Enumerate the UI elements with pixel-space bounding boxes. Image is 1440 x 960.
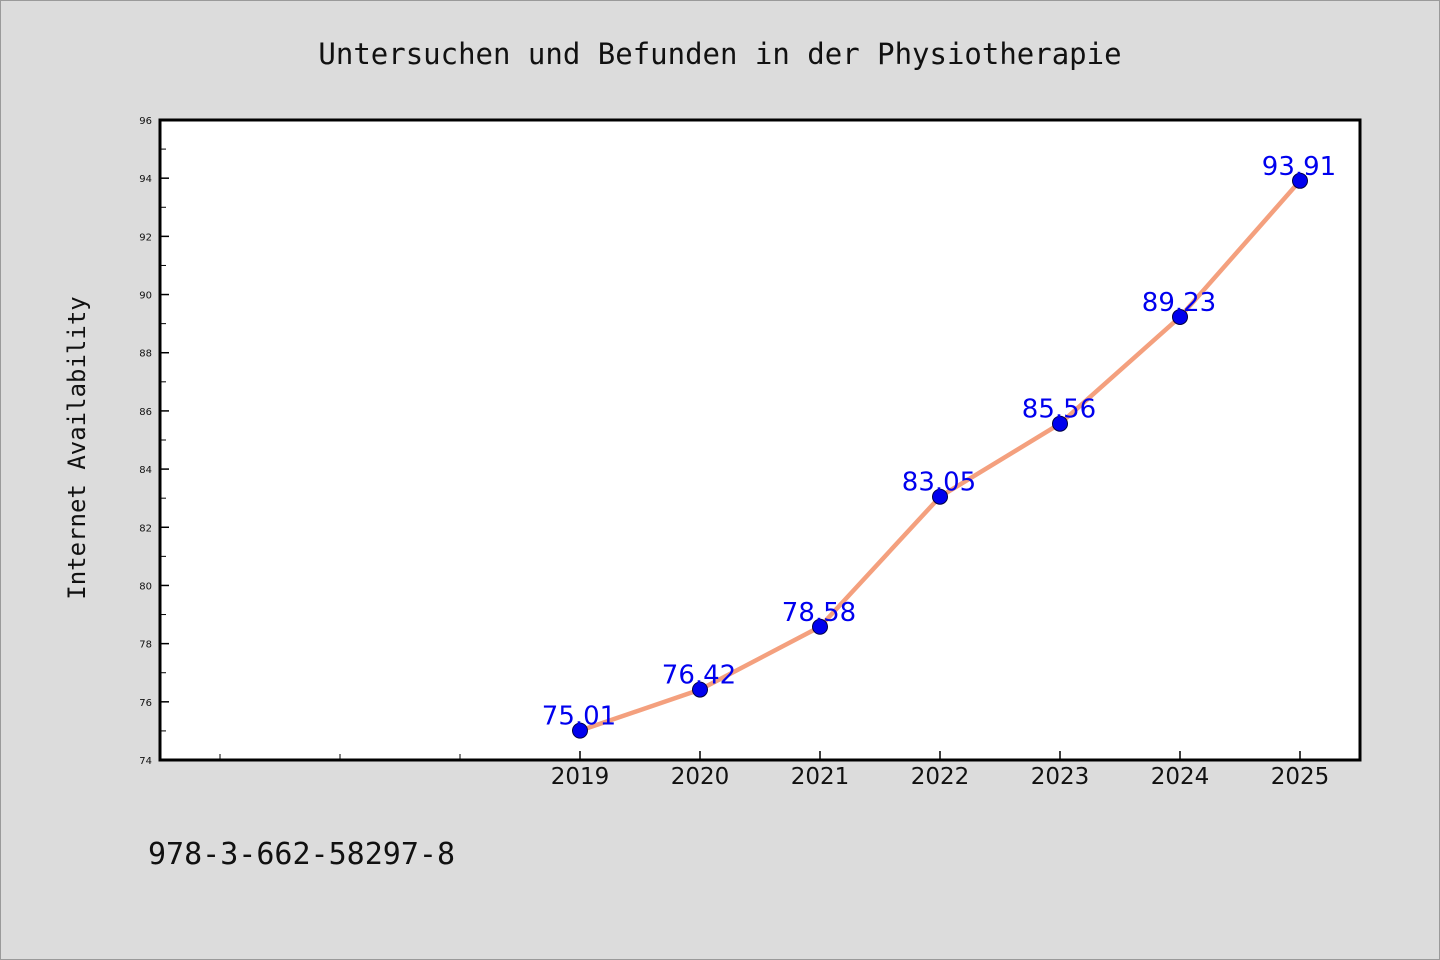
x-tick-label: 2019: [551, 764, 610, 790]
data-label: 89.23: [1142, 288, 1216, 318]
y-tick-label: 92: [139, 232, 152, 243]
x-tick-label: 2020: [671, 764, 730, 790]
data-markers: [572, 172, 1308, 739]
x-tick-label: 2023: [1031, 764, 1090, 790]
data-point: [1172, 308, 1188, 325]
data-point: [1052, 415, 1068, 432]
x-tick-label: 2025: [1271, 764, 1330, 790]
x-axis: 2019 2020 2021 2022 2023 2024 2025: [551, 751, 1330, 790]
y-tick-label: 74: [139, 756, 152, 767]
y-tick-label: 86: [139, 407, 152, 418]
y-axis-label: Internet Availability: [63, 296, 91, 599]
isbn-text: 978-3-662-58297-8: [148, 837, 455, 872]
y-tick-label: 76: [139, 698, 152, 709]
data-label: 83.05: [902, 468, 976, 498]
data-point: [812, 618, 828, 635]
data-point: [572, 722, 588, 739]
x-tick-label: 2024: [1151, 764, 1210, 790]
y-axis: 74 76 78 80 82 84 86 88 90 92 94 96: [139, 116, 169, 767]
y-tick-label: 94: [139, 174, 152, 185]
data-point: [932, 488, 948, 505]
y-tick-label: 80: [139, 581, 152, 592]
data-labels: 75.01 76.42 78.58 83.05 85.56 89.23 93.91: [542, 152, 1336, 732]
data-label: 75.01: [542, 702, 616, 732]
data-label: 93.91: [1262, 152, 1336, 182]
data-label: 78.58: [782, 598, 856, 628]
x-tick-label: 2022: [911, 764, 970, 790]
chart-title: Untersuchen und Befunden in der Physioth…: [318, 37, 1121, 71]
y-tick-label: 90: [139, 291, 152, 302]
plot-area: [158, 118, 1362, 762]
data-point: [1292, 172, 1308, 189]
data-label: 85.56: [1022, 395, 1096, 425]
data-label: 76.42: [662, 661, 736, 691]
x-tick-label: 2021: [791, 764, 850, 790]
y-tick-label: 82: [139, 523, 152, 534]
y-tick-label: 88: [139, 349, 152, 360]
y-tick-label: 84: [139, 465, 152, 476]
y-tick-label: 96: [139, 116, 152, 127]
x-axis-minor-ticks: [219, 754, 461, 760]
data-point: [692, 681, 708, 698]
y-tick-label: 78: [139, 640, 152, 651]
